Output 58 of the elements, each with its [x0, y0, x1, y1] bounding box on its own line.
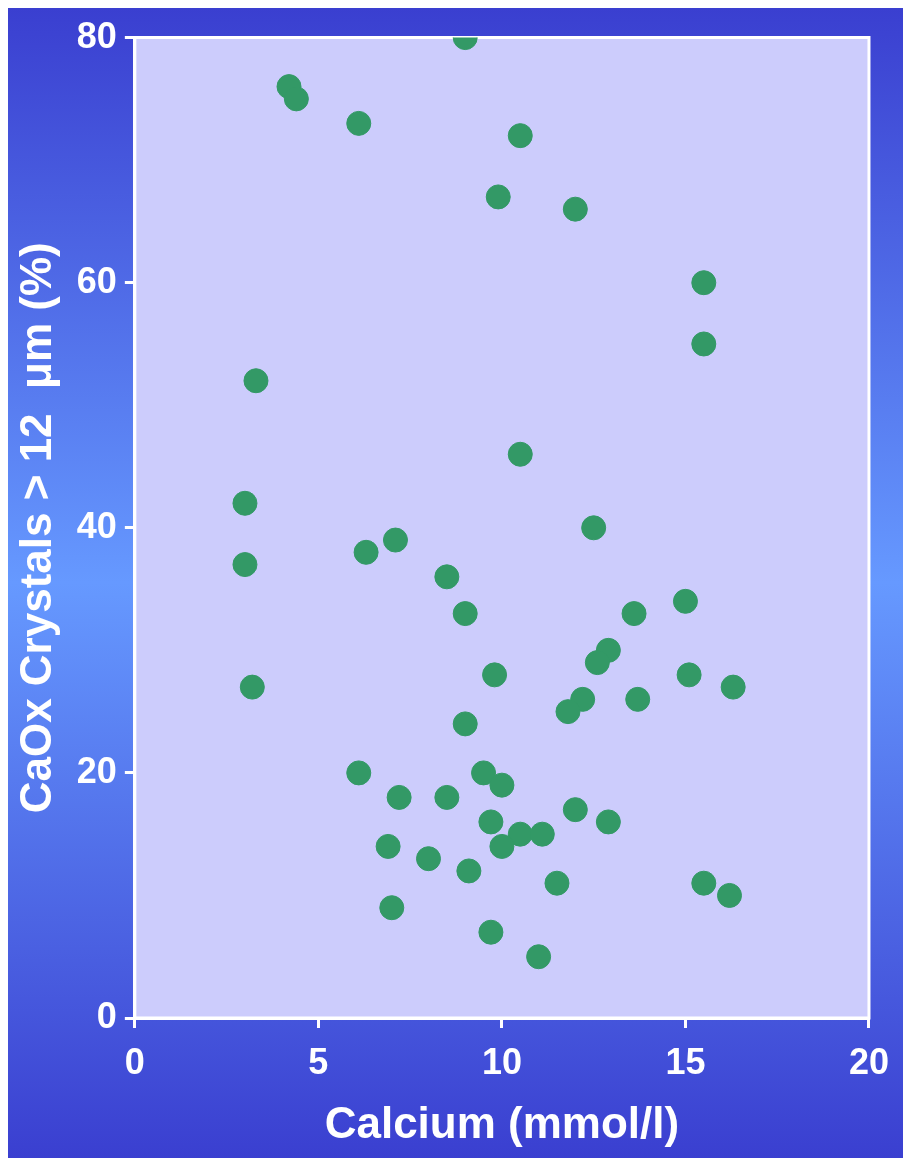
point [555, 699, 581, 725]
point [382, 527, 408, 553]
point [471, 760, 497, 786]
point [584, 650, 610, 676]
point [489, 833, 515, 859]
x-tick-label: 15 [665, 1040, 706, 1082]
point [489, 772, 515, 798]
point [478, 919, 504, 945]
point [353, 539, 379, 565]
point [625, 686, 651, 712]
point [544, 870, 570, 896]
point [529, 821, 555, 847]
y-tick-label: 0 [96, 994, 117, 1036]
point [581, 515, 607, 541]
point [456, 858, 482, 884]
y-tick-label: 60 [76, 259, 117, 301]
point [716, 882, 742, 908]
point [526, 944, 552, 970]
point [507, 441, 533, 467]
point [452, 601, 478, 627]
point [232, 552, 258, 578]
point [434, 564, 460, 590]
point [595, 809, 621, 835]
x-tick-label: 5 [308, 1040, 329, 1082]
point [676, 662, 702, 688]
point [346, 110, 372, 136]
point [346, 760, 372, 786]
point [691, 331, 717, 357]
point [562, 196, 588, 222]
point [482, 662, 508, 688]
point [434, 784, 460, 810]
point [691, 870, 717, 896]
point [691, 270, 717, 296]
point [562, 797, 588, 823]
point [386, 784, 412, 810]
point [239, 674, 265, 700]
x-tick-label: 10 [481, 1040, 522, 1082]
x-tick-label: 20 [848, 1040, 889, 1082]
point [507, 123, 533, 149]
point [283, 86, 309, 112]
point [507, 821, 533, 847]
point [672, 588, 698, 614]
point [485, 184, 511, 210]
y-tick-label: 80 [76, 14, 117, 56]
point [478, 809, 504, 835]
y-axis-title: CaOx Crystals > 12 μm (%) [10, 242, 60, 814]
point [452, 711, 478, 737]
point [232, 490, 258, 516]
point [720, 674, 746, 700]
point [379, 895, 405, 921]
point [375, 833, 401, 859]
point [621, 601, 647, 627]
x-axis-title: Calcium (mmol/l) [324, 1097, 680, 1147]
point [416, 846, 441, 872]
x-tick-label: 0 [124, 1040, 145, 1082]
y-tick-label: 20 [76, 749, 117, 791]
y-tick-label: 40 [76, 504, 117, 546]
point [243, 368, 269, 394]
